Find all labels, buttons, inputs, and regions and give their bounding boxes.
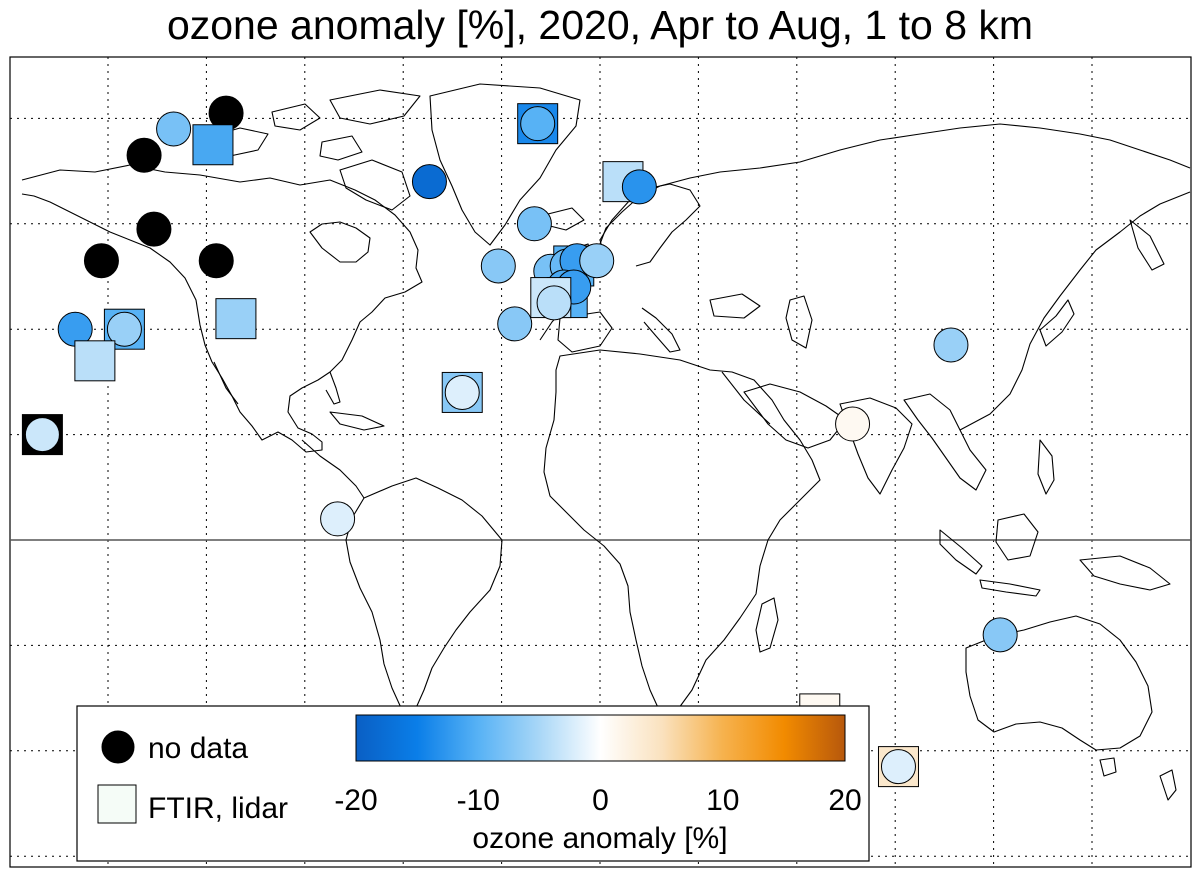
sonde-station: [480, 248, 516, 284]
sonde-station: [444, 374, 480, 410]
colorbar: [355, 714, 846, 762]
sonde-station: [497, 306, 533, 342]
hudson-bay: [309, 221, 371, 263]
colorbar-label: ozone anomaly [%]: [472, 822, 727, 855]
no-data-legend-label: no data: [148, 732, 248, 765]
kamchatka: [1129, 219, 1165, 271]
ellesmere-island: [329, 89, 421, 125]
sonde-station: [156, 111, 192, 147]
southeast-asia: [903, 393, 987, 491]
central-america: [301, 439, 365, 499]
sonde-station: [579, 243, 615, 279]
java: [979, 579, 1041, 597]
borneo: [995, 513, 1039, 561]
colorbar-tick-label: 10: [706, 784, 739, 817]
iberia: [557, 311, 613, 353]
australia: [965, 615, 1153, 751]
colorbar-tick-label: -20: [334, 784, 377, 817]
india: [839, 397, 913, 495]
south-america-outline: [345, 477, 503, 723]
no-data-station: [136, 211, 172, 247]
ftir-lidar-station: [215, 298, 257, 340]
colorbar-tick-label: 0: [592, 784, 609, 817]
tasmania: [1099, 757, 1117, 777]
sumatra: [939, 529, 983, 575]
italy: [641, 307, 681, 353]
greenland: [429, 83, 581, 246]
japan: [1039, 299, 1075, 347]
station-markers: [21, 95, 1018, 843]
north-america-outline: [21, 164, 423, 453]
ftir-legend-marker: [97, 784, 137, 824]
no-data-legend-marker: [101, 730, 135, 764]
colorbar-tick-label: 20: [828, 784, 861, 817]
no-data-station: [83, 243, 119, 279]
new-zealand: [1159, 769, 1177, 801]
ftir-lidar-station: [192, 124, 234, 166]
map-title: ozone anomaly [%], 2020, Apr to Aug, 1 t…: [166, 2, 1034, 48]
ftir-legend-label: FTIR, lidar: [148, 792, 288, 825]
caspian-sea: [785, 295, 813, 349]
no-data-station: [126, 137, 162, 173]
colorbar-tick-label: -10: [457, 784, 500, 817]
sonde-station: [933, 327, 969, 363]
scandinavia: [599, 183, 701, 267]
arctic-island-3: [319, 135, 363, 161]
no-data-station: [198, 243, 234, 279]
ftir-lidar-station: [74, 340, 116, 382]
new-guinea: [1079, 555, 1171, 591]
sonde-station: [621, 169, 657, 205]
baja-california: [213, 361, 239, 405]
sonde-station: [516, 206, 552, 242]
baffin-island: [339, 159, 411, 211]
sonde-station: [320, 501, 356, 537]
sonde-station: [520, 106, 556, 142]
black-sea: [709, 293, 761, 319]
cuba: [329, 411, 385, 431]
sonde-station: [536, 285, 572, 321]
colorbar-ticks: -20 -10 0 10 20: [334, 784, 861, 817]
sonde-station: [411, 164, 447, 200]
philippines: [1037, 439, 1055, 495]
sonde-station: [106, 311, 142, 347]
madagascar: [755, 597, 779, 653]
sonde-station: [880, 749, 916, 785]
florida: [325, 371, 341, 405]
sonde-station: [24, 417, 60, 453]
sonde-station: [835, 406, 871, 442]
east-asia-coast: [959, 191, 1191, 431]
arctic-island-2: [271, 103, 321, 131]
sonde-station: [982, 617, 1018, 653]
